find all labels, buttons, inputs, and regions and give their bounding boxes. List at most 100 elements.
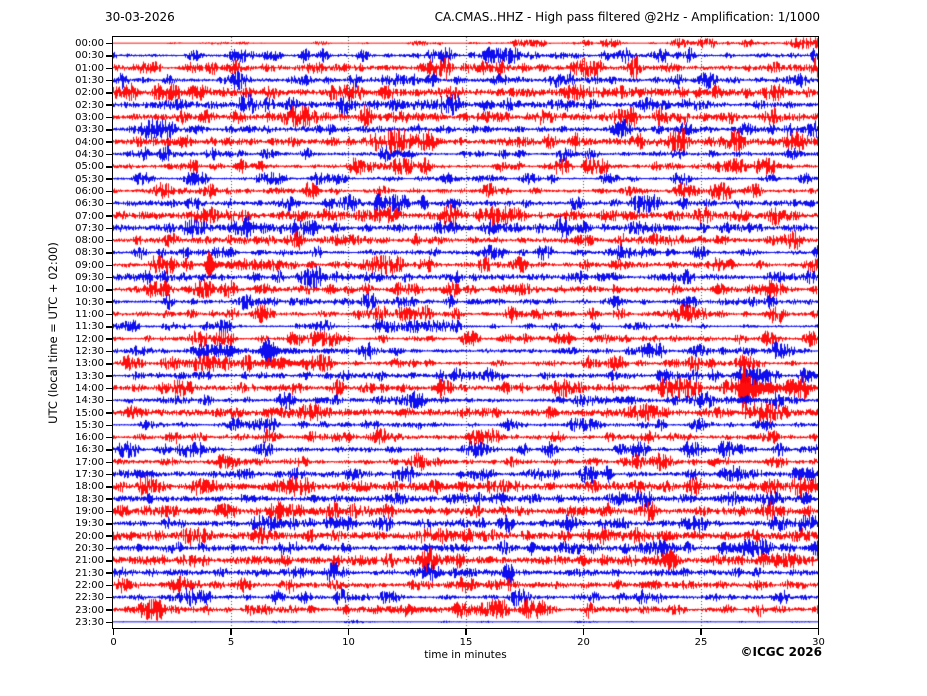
y-tick-mark	[106, 547, 113, 550]
y-tick-mark	[106, 42, 113, 45]
y-tick-mark	[106, 375, 113, 377]
y-tick-label: 09:00	[75, 259, 104, 271]
y-tick-mark	[106, 560, 113, 562]
y-tick-label: 20:00	[75, 530, 104, 542]
y-tick-mark	[106, 326, 113, 328]
y-tick-mark	[106, 572, 113, 574]
y-tick-label: 22:30	[75, 592, 104, 604]
y-tick-label: 21:00	[75, 555, 104, 567]
plot-area	[112, 36, 819, 629]
x-tick-mark	[817, 629, 820, 635]
y-tick-label: 03:30	[75, 124, 104, 136]
y-tick-label: 05:00	[75, 161, 104, 173]
y-tick-label: 01:30	[75, 75, 104, 87]
y-tick-label: 09:30	[75, 272, 104, 284]
x-tick-mark	[112, 629, 115, 635]
y-tick-mark	[106, 473, 113, 476]
y-tick-mark	[106, 424, 113, 427]
y-tick-mark	[106, 350, 113, 353]
y-tick-mark	[106, 202, 113, 205]
x-tick-mark	[700, 629, 702, 635]
y-tick-label: 11:30	[75, 321, 104, 333]
x-tick-label: 20	[577, 637, 590, 648]
y-tick-label: 00:30	[75, 50, 104, 62]
x-tick-label: 10	[342, 637, 355, 648]
y-tick-label: 05:30	[75, 173, 104, 185]
y-tick-mark	[106, 178, 113, 180]
y-tick-mark	[106, 227, 113, 230]
y-tick-label: 19:30	[75, 518, 104, 530]
y-tick-label: 02:30	[75, 99, 104, 111]
y-tick-mark	[106, 153, 113, 156]
x-tick-mark	[465, 629, 467, 635]
x-tick-mark	[347, 629, 350, 635]
y-tick-mark	[106, 387, 113, 390]
y-tick-mark	[106, 55, 113, 57]
y-tick-label: 21:30	[75, 567, 104, 579]
y-tick-label: 11:00	[75, 309, 104, 321]
y-tick-label: 04:30	[75, 148, 104, 160]
seismogram-canvas	[113, 37, 818, 628]
y-tick-label: 07:00	[75, 210, 104, 222]
y-tick-label: 14:00	[75, 382, 104, 394]
y-tick-label: 16:00	[75, 432, 104, 444]
y-tick-label: 18:30	[75, 493, 104, 505]
y-tick-label: 23:00	[75, 604, 104, 616]
y-tick-label: 02:00	[75, 87, 104, 99]
y-tick-mark	[106, 436, 113, 439]
x-tick-label: 0	[110, 637, 117, 648]
y-tick-mark	[106, 621, 113, 624]
y-tick-label: 07:30	[75, 222, 104, 234]
y-tick-mark	[106, 264, 113, 267]
y-tick-label: 14:30	[75, 395, 104, 407]
x-tick-label: 30	[812, 637, 825, 648]
y-tick-mark	[106, 535, 113, 537]
x-tick-mark	[582, 629, 585, 635]
y-tick-mark	[106, 276, 113, 279]
x-axis-label: time in minutes	[424, 649, 507, 661]
y-tick-label: 03:00	[75, 112, 104, 124]
y-tick-mark	[106, 166, 113, 168]
y-tick-label: 10:00	[75, 284, 104, 296]
plot-date-title: 30-03-2026	[105, 10, 175, 24]
y-tick-mark	[106, 486, 113, 488]
x-tick-label: 5	[227, 637, 235, 648]
y-tick-label: 13:30	[75, 370, 104, 382]
y-tick-mark	[106, 523, 113, 525]
y-tick-mark	[106, 141, 113, 143]
y-tick-label: 06:30	[75, 198, 104, 210]
y-tick-label: 08:00	[75, 235, 104, 247]
y-tick-mark	[106, 461, 113, 464]
y-tick-mark	[106, 239, 113, 242]
y-tick-label: 01:00	[75, 62, 104, 74]
y-tick-mark	[106, 289, 113, 291]
y-tick-label: 19:00	[75, 506, 104, 518]
y-tick-mark	[106, 129, 113, 131]
y-tick-label: 17:00	[75, 456, 104, 468]
x-tick-mark	[230, 629, 232, 635]
y-tick-mark	[106, 338, 113, 340]
y-tick-mark	[106, 215, 113, 217]
y-tick-mark	[106, 596, 113, 599]
y-tick-label: 04:00	[75, 136, 104, 148]
y-tick-label: 22:00	[75, 579, 104, 591]
y-tick-label: 12:30	[75, 345, 104, 357]
y-tick-mark	[106, 498, 113, 500]
y-tick-mark	[106, 67, 113, 70]
y-tick-label: 13:00	[75, 358, 104, 370]
y-tick-mark	[106, 412, 113, 414]
y-tick-label: 20:30	[75, 542, 104, 554]
y-tick-label: 08:30	[75, 247, 104, 259]
x-tick-label: 25	[694, 637, 708, 648]
y-tick-label: 23:30	[75, 616, 104, 628]
y-tick-mark	[106, 399, 113, 402]
y-tick-label: 18:00	[75, 481, 104, 493]
y-tick-label: 17:30	[75, 469, 104, 481]
y-tick-mark	[106, 252, 113, 254]
y-tick-label: 15:30	[75, 419, 104, 431]
y-tick-mark	[106, 79, 113, 82]
x-tick-label: 15	[459, 637, 473, 648]
y-tick-mark	[106, 609, 113, 611]
y-tick-mark	[106, 301, 113, 303]
plot-station-title: CA.CMAS..HHZ - High pass filtered @2Hz -…	[434, 10, 820, 24]
